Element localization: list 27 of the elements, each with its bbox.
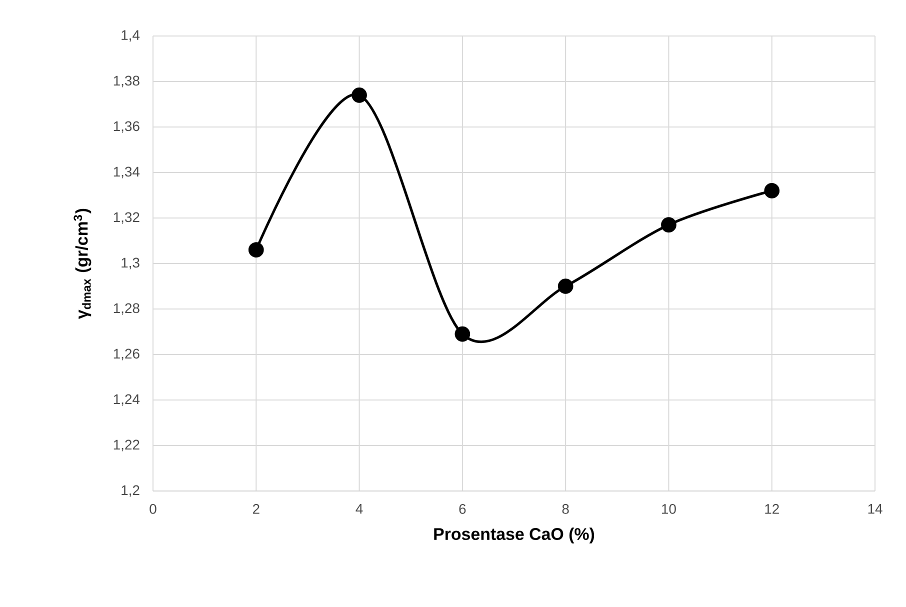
x-tick-label: 6 bbox=[459, 504, 466, 514]
x-tick-label: 2 bbox=[252, 504, 260, 514]
y-tick-label: 1,24 bbox=[114, 394, 140, 406]
y-axis-title: γ$_{dmax}$ (gr/cm$^{3}$) bbox=[74, 208, 92, 319]
x-axis-title: Prosentase CaO (%) bbox=[434, 528, 594, 544]
y-tick-label: 1,2 bbox=[122, 485, 140, 497]
y-tick-label: 1,4 bbox=[122, 30, 140, 42]
x-tick-label: 8 bbox=[562, 504, 569, 514]
x-tick-label: 4 bbox=[356, 504, 363, 514]
point bbox=[352, 87, 367, 103]
y-tick-label: 1,38 bbox=[114, 76, 140, 88]
point bbox=[454, 326, 470, 342]
x-tick-label: 0 bbox=[150, 504, 156, 514]
y-tick-label: 1,28 bbox=[114, 303, 140, 315]
y-tick-label: 1,36 bbox=[114, 121, 140, 133]
point bbox=[558, 278, 574, 294]
y-tick-label: 1,34 bbox=[114, 166, 140, 178]
y-tick-label: 1,32 bbox=[114, 212, 140, 224]
point bbox=[661, 217, 676, 232]
y-tick-label: 1,3 bbox=[122, 258, 140, 270]
x-tick-label: 14 bbox=[868, 504, 882, 514]
y-tick-label: 1,26 bbox=[114, 348, 140, 360]
point bbox=[764, 183, 780, 198]
point bbox=[248, 242, 264, 258]
x-tick-label: 10 bbox=[662, 504, 676, 514]
y-tick-label: 1,22 bbox=[114, 440, 140, 452]
x-tick-label: 12 bbox=[765, 504, 779, 514]
